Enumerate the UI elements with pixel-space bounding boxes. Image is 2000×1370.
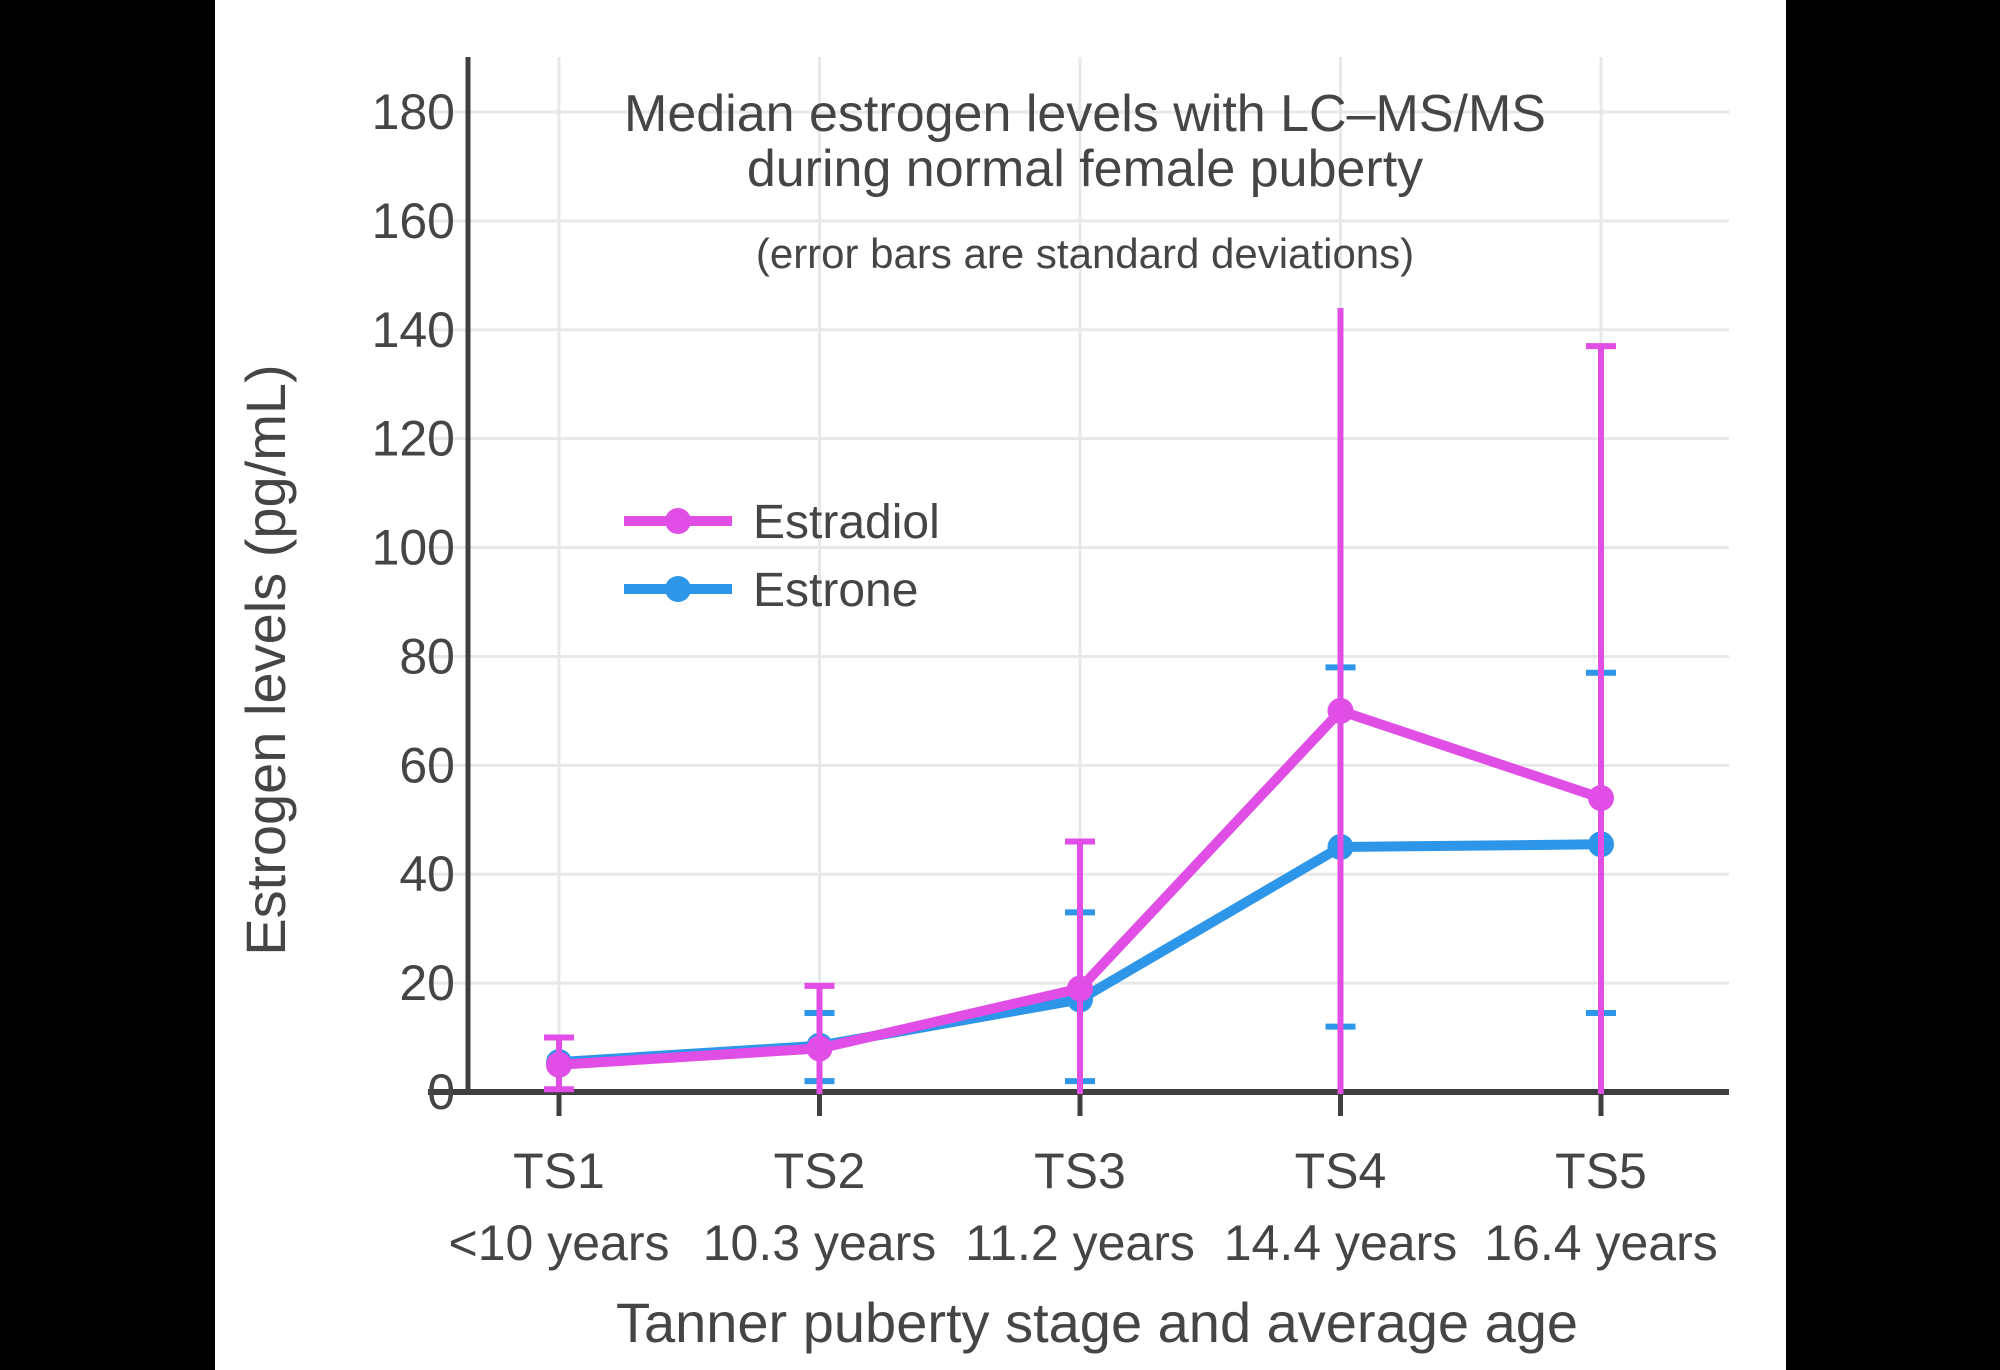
y-tick-labels: 0 20 40 60 80 100 120 140 160 180 xyxy=(372,84,455,1120)
x-age-label: 14.4 years xyxy=(1224,1215,1457,1271)
legend-marker-swatch xyxy=(665,576,691,602)
legend-marker-swatch xyxy=(665,508,691,534)
y-tick-label: 120 xyxy=(372,411,455,467)
legend-swatches xyxy=(624,508,732,602)
x-age-label: 10.3 years xyxy=(703,1215,936,1271)
x-tick-label: TS5 xyxy=(1555,1143,1647,1199)
x-age-label: 16.4 years xyxy=(1484,1215,1717,1271)
y-tick-label: 100 xyxy=(372,520,455,576)
y-tick-label: 140 xyxy=(372,302,455,358)
x-tick-label: TS1 xyxy=(513,1143,605,1199)
x-age-label: <10 years xyxy=(449,1215,670,1271)
x-tick-labels: TS1 TS2 TS3 TS4 TS5 <10 years 10.3 years 11.2 y… xyxy=(449,1143,1718,1271)
chart-title-line-2: during normal female puberty xyxy=(747,140,1423,198)
x-age-label: 11.2 years xyxy=(965,1215,1195,1271)
data-point-marker xyxy=(1327,697,1354,724)
data-point-marker xyxy=(1067,975,1093,1002)
data-point-marker xyxy=(546,1051,572,1078)
x-axis-title: Tanner puberty stage and average age xyxy=(616,1291,1578,1354)
x-tick-label: TS3 xyxy=(1034,1143,1126,1199)
y-tick-label: 20 xyxy=(399,955,455,1011)
legend-label-estrone: Estrone xyxy=(753,564,918,617)
chart-subtitle: (error bars are standard deviations) xyxy=(756,230,1414,277)
x-tick-label: TS4 xyxy=(1295,1143,1387,1199)
series-layer xyxy=(544,308,1616,1094)
y-tick-label: 40 xyxy=(399,846,455,902)
data-point-marker xyxy=(1588,785,1614,812)
y-axis-title: Estrogen levels (pg/mL) xyxy=(234,364,297,955)
y-tick-label: 160 xyxy=(372,193,455,249)
y-tick-label: 180 xyxy=(372,84,455,140)
chart-title-line-1: Median estrogen levels with LC–MS/MS xyxy=(624,85,1546,143)
y-tick-label: 60 xyxy=(399,737,455,793)
chart-svg: 0 20 40 60 80 100 120 140 160 180 TS1 TS2 TS3 TS4 TS5… xyxy=(234,57,1729,1354)
y-tick-label: 80 xyxy=(399,628,455,684)
data-point-marker xyxy=(806,1035,833,1062)
y-tick-label: 0 xyxy=(427,1064,455,1120)
chart-panel: 0 20 40 60 80 100 120 140 160 180 TS1 TS2 TS3 TS4 TS5… xyxy=(215,0,1786,1370)
x-tick-label: TS2 xyxy=(774,1143,866,1199)
series-estradiol xyxy=(544,308,1616,1094)
legend-label-estradiol: Estradiol xyxy=(753,496,940,549)
